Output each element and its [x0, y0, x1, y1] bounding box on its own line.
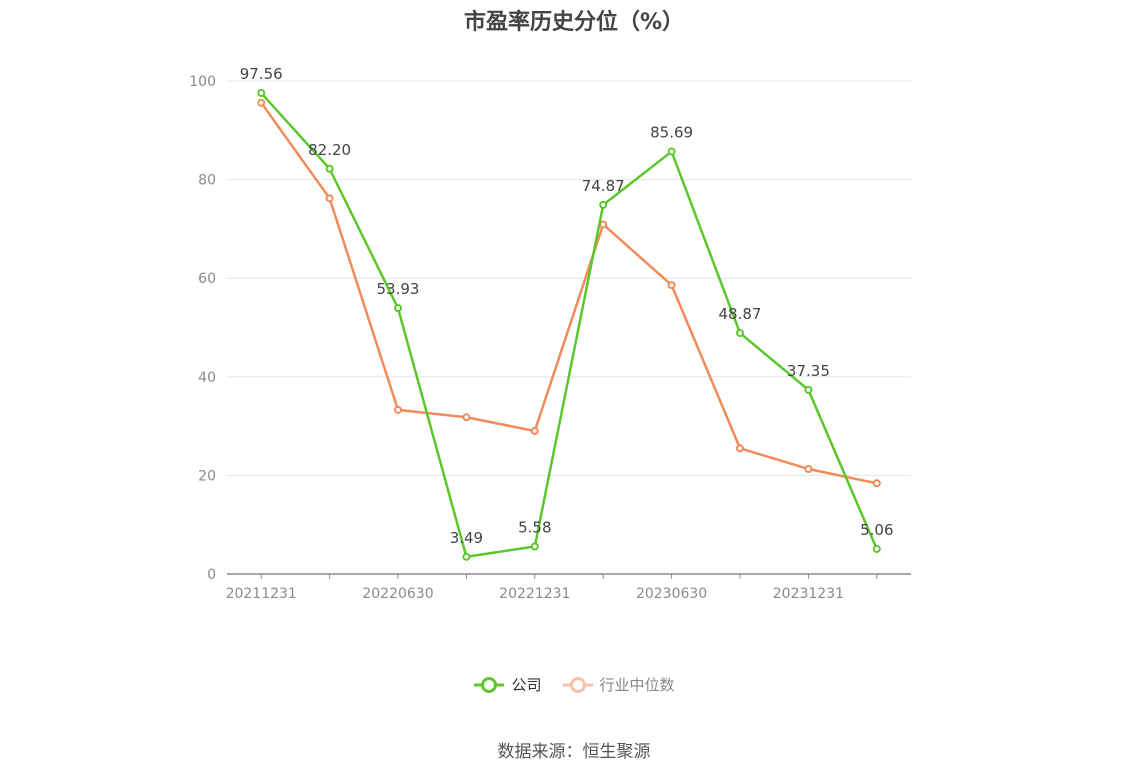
series-line-0: [260, 92, 878, 559]
data-point-1: [257, 98, 266, 107]
legend-item-company[interactable]: 公司: [473, 674, 542, 695]
series-lines: [257, 89, 881, 561]
data-point-1: [325, 194, 334, 203]
data-label: 82.20: [308, 141, 351, 159]
data-label: 85.69: [650, 124, 693, 142]
data-label: 5.58: [518, 518, 551, 536]
x-tick-label: 20230630: [636, 586, 707, 602]
data-point-1: [394, 405, 402, 414]
data-point-0: [462, 552, 471, 561]
data-point-0: [394, 304, 402, 313]
legend-company-marker-icon: [474, 676, 505, 693]
data-label: 37.35: [787, 362, 830, 380]
data-labels: 97.56 82.20 53.93 3.49 5.58 74.87 85.69 48.87 37…: [240, 65, 894, 547]
data-point-1: [872, 479, 881, 488]
data-point-0: [736, 329, 744, 338]
y-tick-label: 60: [198, 271, 216, 287]
legend-industry-marker-icon: [562, 676, 593, 693]
data-point-1: [599, 220, 608, 229]
x-tick-label: 20221231: [499, 586, 570, 602]
source-note: 数据来源：恒生聚源: [497, 742, 651, 762]
data-point-0: [257, 89, 266, 98]
data-point-0: [325, 164, 334, 173]
data-point-1: [530, 427, 539, 436]
legend-label-company: 公司: [511, 676, 542, 694]
data-label: 3.49: [450, 529, 483, 547]
data-label: 74.87: [582, 177, 625, 195]
legend-label-industry-median: 行业中位数: [599, 676, 675, 694]
y-tick-label: 80: [198, 173, 216, 189]
series-line-1: [260, 101, 878, 485]
data-point-0: [599, 200, 608, 209]
y-tick-label: 0: [207, 567, 216, 583]
y-tick-label: 100: [189, 74, 216, 90]
data-label: 5.06: [860, 521, 893, 539]
data-label: 53.93: [377, 280, 420, 298]
data-point-0: [667, 147, 676, 156]
legend-item-industry-median[interactable]: 行业中位数: [562, 674, 675, 695]
x-tick-label: 20220630: [362, 586, 433, 602]
data-point-1: [804, 464, 813, 473]
y-tick-label: 20: [198, 468, 216, 484]
data-label: 48.87: [719, 305, 762, 323]
y-tick-label: 40: [198, 370, 216, 386]
chart-title: 市盈率历史分位（%）: [463, 10, 685, 35]
data-point-1: [736, 444, 744, 453]
x-tick-label: 20231231: [773, 586, 844, 602]
data-point-0: [804, 385, 813, 394]
legend: 公司 行业中位数: [0, 674, 1148, 695]
axes: 0 20 40 60 80 100 20211231 20220630 20221231 2023…: [189, 74, 911, 602]
x-tick-label: 20211231: [226, 586, 297, 602]
data-point-0: [530, 542, 539, 551]
data-point-1: [462, 413, 471, 422]
data-point-1: [667, 281, 676, 290]
data-label: 97.56: [240, 65, 283, 83]
data-point-0: [872, 545, 881, 554]
